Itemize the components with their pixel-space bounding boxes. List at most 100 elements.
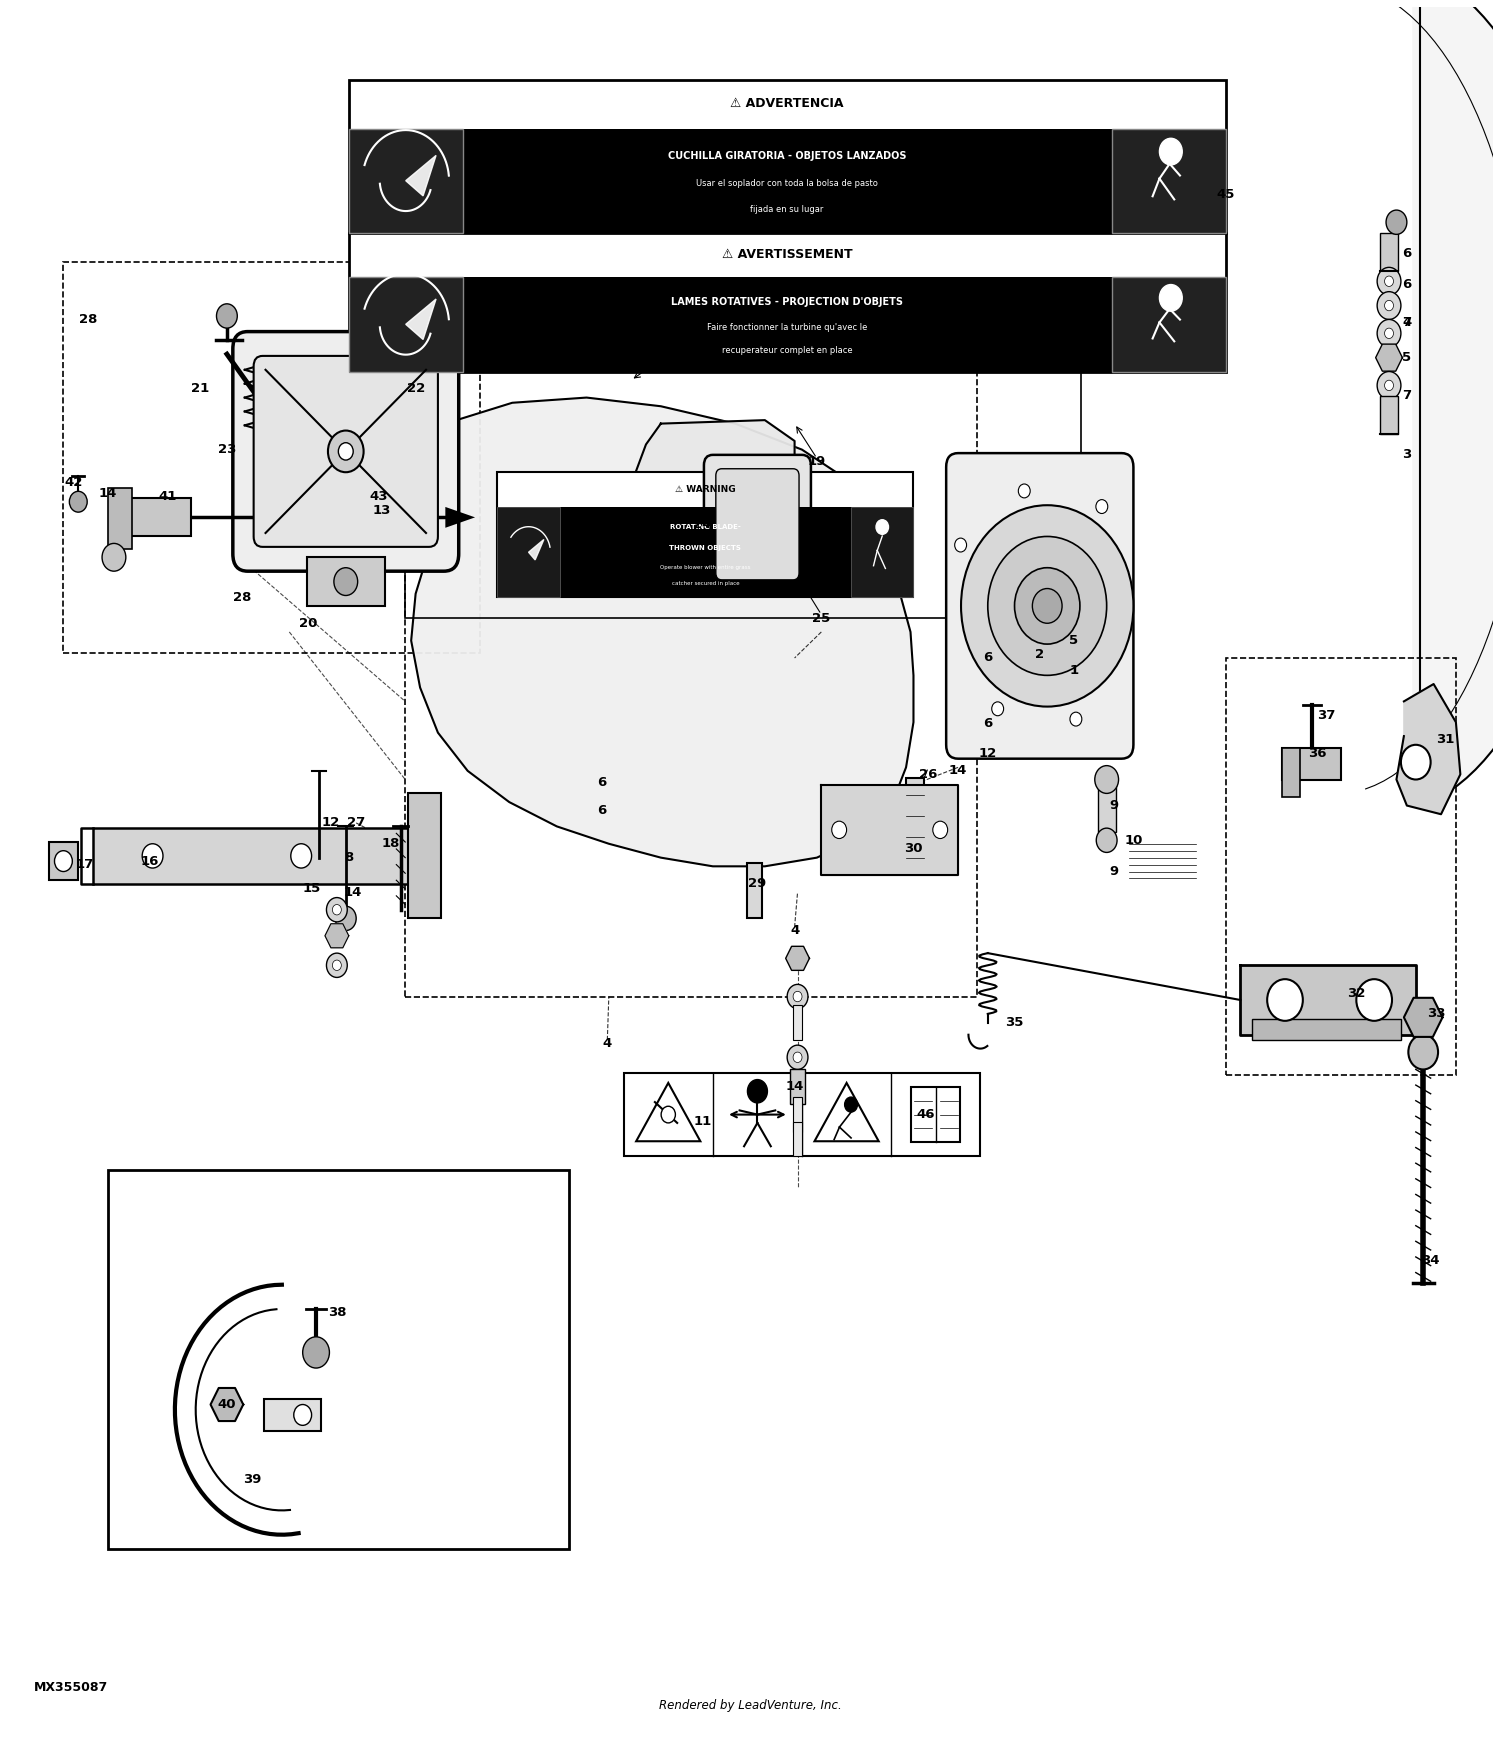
- Polygon shape: [1396, 684, 1461, 814]
- Text: 1: 1: [1070, 663, 1078, 677]
- Circle shape: [1268, 980, 1304, 1020]
- Text: 40: 40: [217, 1398, 236, 1410]
- Circle shape: [1384, 276, 1394, 287]
- Text: 45: 45: [1216, 187, 1234, 201]
- Text: 7: 7: [1402, 388, 1411, 402]
- Bar: [498, 507, 914, 597]
- Circle shape: [962, 506, 1134, 707]
- Text: Operate blower with entire grass: Operate blower with entire grass: [660, 565, 750, 570]
- Text: MX355087: MX355087: [33, 1682, 108, 1694]
- Polygon shape: [446, 507, 476, 528]
- Circle shape: [54, 850, 72, 872]
- Bar: [63, 262, 480, 653]
- Text: 6: 6: [982, 651, 993, 665]
- Text: 14: 14: [344, 886, 363, 900]
- Bar: [910, 1087, 960, 1141]
- Text: 6: 6: [597, 777, 606, 789]
- Circle shape: [1384, 380, 1394, 390]
- Text: 31: 31: [1437, 733, 1455, 746]
- Text: THROWN OBJECTS: THROWN OBJECTS: [669, 544, 741, 551]
- Bar: [264, 1400, 321, 1430]
- Polygon shape: [528, 539, 544, 560]
- Text: 12: 12: [322, 817, 340, 829]
- Circle shape: [1032, 588, 1062, 623]
- Text: 9: 9: [1110, 864, 1119, 878]
- Text: 41: 41: [159, 490, 177, 502]
- Circle shape: [1401, 746, 1431, 779]
- Bar: [408, 793, 441, 919]
- FancyBboxPatch shape: [232, 331, 459, 570]
- Text: 4: 4: [603, 1038, 612, 1050]
- Circle shape: [291, 844, 312, 868]
- Bar: [93, 828, 438, 884]
- Circle shape: [876, 520, 888, 534]
- Circle shape: [1014, 567, 1080, 644]
- Bar: [794, 1097, 802, 1132]
- Bar: [624, 1073, 981, 1157]
- Bar: [1282, 749, 1341, 779]
- Text: 4: 4: [790, 924, 800, 936]
- Polygon shape: [822, 784, 958, 875]
- Circle shape: [794, 1052, 802, 1062]
- Circle shape: [747, 1080, 768, 1102]
- Text: 5: 5: [1070, 634, 1078, 648]
- Text: 38: 38: [327, 1306, 346, 1320]
- Bar: [906, 777, 924, 861]
- Bar: [348, 233, 1226, 371]
- FancyBboxPatch shape: [716, 469, 800, 579]
- Circle shape: [933, 821, 948, 838]
- Text: 44: 44: [658, 357, 678, 369]
- Circle shape: [1096, 499, 1108, 513]
- Circle shape: [333, 905, 342, 915]
- Circle shape: [102, 544, 126, 570]
- Text: fijada en su lugar: fijada en su lugar: [750, 205, 824, 213]
- Text: 6: 6: [1402, 278, 1411, 290]
- Text: 16: 16: [141, 854, 159, 868]
- Circle shape: [662, 1106, 675, 1124]
- Polygon shape: [624, 420, 795, 588]
- Polygon shape: [1413, 0, 1500, 805]
- Text: Faire fonctionner la turbine qu'avec le: Faire fonctionner la turbine qu'avec le: [706, 322, 867, 332]
- Bar: [348, 80, 1226, 233]
- FancyBboxPatch shape: [704, 455, 812, 593]
- Text: Rendered by LeadVenture, Inc.: Rendered by LeadVenture, Inc.: [658, 1699, 842, 1712]
- Bar: [498, 473, 914, 597]
- Text: 19: 19: [808, 455, 826, 469]
- Circle shape: [294, 1405, 312, 1424]
- Bar: [348, 130, 1226, 233]
- Text: Usar el soplador con toda la bolsa de pasto: Usar el soplador con toda la bolsa de pa…: [696, 178, 877, 189]
- Circle shape: [1070, 712, 1082, 726]
- Polygon shape: [815, 1083, 879, 1141]
- Text: recuperateur complet en place: recuperateur complet en place: [722, 346, 852, 355]
- Text: CUCHILLA GIRATORIA - OBJETOS LANZADOS: CUCHILLA GIRATORIA - OBJETOS LANZADOS: [668, 150, 906, 161]
- Polygon shape: [1376, 345, 1402, 371]
- Circle shape: [1377, 371, 1401, 399]
- Polygon shape: [786, 947, 810, 970]
- Text: 14: 14: [786, 1080, 804, 1094]
- Text: 14: 14: [950, 765, 968, 777]
- Text: 35: 35: [1005, 1017, 1023, 1029]
- Bar: [794, 1004, 802, 1040]
- Text: 8: 8: [344, 850, 354, 864]
- Bar: [1252, 1018, 1401, 1040]
- Text: ⚠ AVERTISSEMENT: ⚠ AVERTISSEMENT: [722, 247, 852, 261]
- Circle shape: [327, 954, 348, 978]
- Circle shape: [1096, 828, 1118, 852]
- Bar: [405, 276, 978, 996]
- Circle shape: [1160, 138, 1182, 164]
- Polygon shape: [405, 156, 436, 196]
- Circle shape: [1408, 1034, 1438, 1069]
- Text: 6: 6: [597, 805, 606, 817]
- FancyBboxPatch shape: [946, 453, 1134, 760]
- Circle shape: [954, 537, 966, 551]
- Text: 7: 7: [1402, 317, 1411, 329]
- Text: 14: 14: [99, 487, 117, 499]
- Bar: [794, 1122, 802, 1157]
- Circle shape: [333, 961, 342, 971]
- Text: 9: 9: [1110, 800, 1119, 812]
- Text: 25: 25: [812, 611, 831, 625]
- Circle shape: [1019, 485, 1031, 499]
- Circle shape: [1095, 765, 1119, 793]
- Text: ⚠ ADVERTENCIA: ⚠ ADVERTENCIA: [730, 96, 844, 110]
- Text: 5: 5: [1402, 352, 1411, 364]
